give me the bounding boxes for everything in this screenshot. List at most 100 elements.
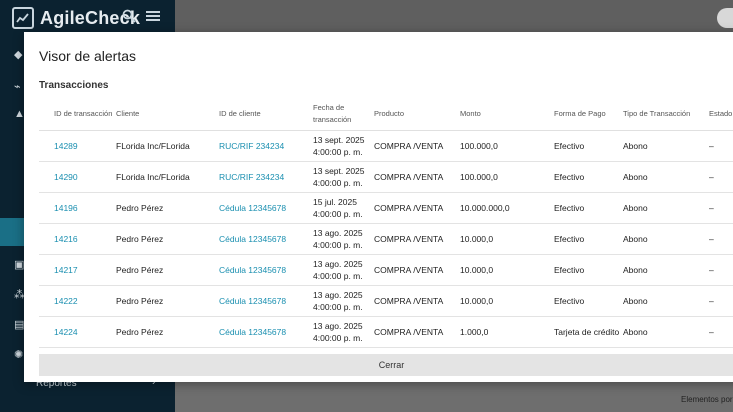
chevron-right-icon: › [152,376,156,388]
menu-icon[interactable] [146,9,160,27]
client-id-link[interactable]: Cédula 12345678 [219,254,313,286]
payment-cell: Efectivo [554,130,623,162]
transaction-id-link[interactable]: 14196 [39,192,116,224]
avatar[interactable] [717,8,733,28]
date-cell: 13 sept. 2025 4:00:00 p. m. [313,130,374,162]
amount-cell: 100.000,0 [460,130,554,162]
transaction-id-link[interactable]: 14289 [39,130,116,162]
payment-cell: Tarjeta de crédito [554,316,623,348]
table-row[interactable]: 14217 Pedro Pérez Cédula 12345678 13 ago… [39,254,733,286]
status-cell: – [709,285,733,317]
product-cell: COMPRA /VENTA [374,223,460,255]
amount-cell: 100.000,0 [460,161,554,193]
payment-cell: Efectivo [554,285,623,317]
date-cell: 13 ago. 2025 4:00:00 p. m. [313,285,374,317]
col-header[interactable]: ID de cliente [219,97,313,131]
type-cell: Abono [623,192,709,224]
transaction-id-link[interactable]: 14216 [39,223,116,255]
product-cell: COMPRA /VENTA [374,130,460,162]
type-cell: Abono [623,223,709,255]
modal-title: Visor de alertas [39,48,137,64]
type-cell: Abono [623,254,709,286]
transaction-id-link[interactable]: 14217 [39,254,116,286]
client-cell: Pedro Pérez [116,316,219,348]
type-cell: Abono [623,161,709,193]
col-header[interactable]: Cliente [116,97,219,131]
col-header[interactable]: Estado [709,97,733,131]
table-row[interactable]: 14216 Pedro Pérez Cédula 12345678 13 ago… [39,223,733,255]
product-cell: COMPRA /VENTA [374,161,460,193]
client-cell: Pedro Pérez [116,254,219,286]
client-cell: Pedro Pérez [116,192,219,224]
amount-cell: 10.000,0 [460,223,554,255]
client-cell: FLorida Inc/FLorida [116,130,219,162]
col-header[interactable]: Tipo de Transacción [623,97,709,131]
section-title: Transacciones [39,80,109,91]
transactions-table: ID de transacción Cliente ID de cliente … [39,97,733,348]
date-cell: 13 ago. 2025 4:00:00 p. m. [313,223,374,255]
status-cell: – [709,254,733,286]
product-cell: COMPRA /VENTA [374,192,460,224]
app-name: AgileCheck [40,7,141,28]
table-row[interactable]: 14222 Pedro Pérez Cédula 12345678 13 ago… [39,285,733,317]
payment-cell: Efectivo [554,161,623,193]
type-cell: Abono [623,316,709,348]
users-icon[interactable]: ⁂ [14,289,25,301]
warning-icon[interactable]: ▲ [14,108,25,120]
transaction-id-link[interactable]: 14290 [39,161,116,193]
payment-cell: Efectivo [554,223,623,255]
table-row[interactable]: 14290 FLorida Inc/FLorida RUC/RIF 234234… [39,161,733,193]
col-header[interactable]: Forma de Pago [554,97,623,131]
table-row[interactable]: 14224 Pedro Pérez Cédula 12345678 13 ago… [39,316,733,348]
client-id-link[interactable]: RUC/RIF 234234 [219,130,313,162]
type-cell: Abono [623,130,709,162]
client-cell: Pedro Pérez [116,285,219,317]
client-id-link[interactable]: Cédula 12345678 [219,192,313,224]
payment-cell: Efectivo [554,192,623,224]
status-cell: – [709,316,733,348]
type-cell: Abono [623,285,709,317]
amount-cell: 10.000.000,0 [460,192,554,224]
id-card-icon[interactable]: ▤ [14,319,25,331]
col-header[interactable]: ID de transacción [39,97,116,131]
shield-icon[interactable]: ◆ [14,49,23,61]
product-cell: COMPRA /VENTA [374,285,460,317]
col-header[interactable]: Monto [460,97,554,131]
transaction-id-link[interactable]: 14222 [39,285,116,317]
date-cell: 13 ago. 2025 4:00:00 p. m. [313,254,374,286]
elements-per-page-label: Elementos por p [681,395,733,404]
alert-viewer-modal: Visor de alertas Transacciones ID de tra… [24,32,733,382]
amount-cell: 1.000,0 [460,316,554,348]
close-button[interactable]: Cerrar [39,354,733,376]
sidebar-item-reports[interactable]: Reportes [36,378,77,389]
date-cell: 15 jul. 2025 4:00:00 p. m. [313,192,374,224]
date-cell: 13 sept. 2025 4:00:00 p. m. [313,161,374,193]
chart-icon[interactable]: ⌁ [14,81,21,93]
search-icon[interactable] [122,9,136,28]
client-id-link[interactable]: RUC/RIF 234234 [219,161,313,193]
client-id-link[interactable]: Cédula 12345678 [219,223,313,255]
date-cell: 13 ago. 2025 4:00:00 p. m. [313,316,374,348]
product-cell: COMPRA /VENTA [374,254,460,286]
topbar [175,0,733,36]
amount-cell: 10.000,0 [460,254,554,286]
table-row[interactable]: 14196 Pedro Pérez Cédula 12345678 15 jul… [39,192,733,224]
client-id-link[interactable]: Cédula 12345678 [219,316,313,348]
transaction-id-link[interactable]: 14224 [39,316,116,348]
col-header[interactable]: Producto [374,97,460,131]
logo-icon [12,7,34,29]
gear-icon[interactable]: ✺ [14,349,24,361]
app-header: AgileCheck [0,0,175,36]
client-cell: Pedro Pérez [116,223,219,255]
client-id-link[interactable]: Cédula 12345678 [219,285,313,317]
amount-cell: 10.000,0 [460,285,554,317]
table-row[interactable]: 14289 FLorida Inc/FLorida RUC/RIF 234234… [39,130,733,162]
status-cell: – [709,161,733,193]
col-header[interactable]: Fecha de transacción [313,97,374,131]
status-cell: – [709,223,733,255]
payment-cell: Efectivo [554,254,623,286]
table-header-row: ID de transacción Cliente ID de cliente … [39,97,733,131]
briefcase-icon[interactable]: ▣ [14,259,25,271]
status-cell: – [709,192,733,224]
client-cell: FLorida Inc/FLorida [116,161,219,193]
